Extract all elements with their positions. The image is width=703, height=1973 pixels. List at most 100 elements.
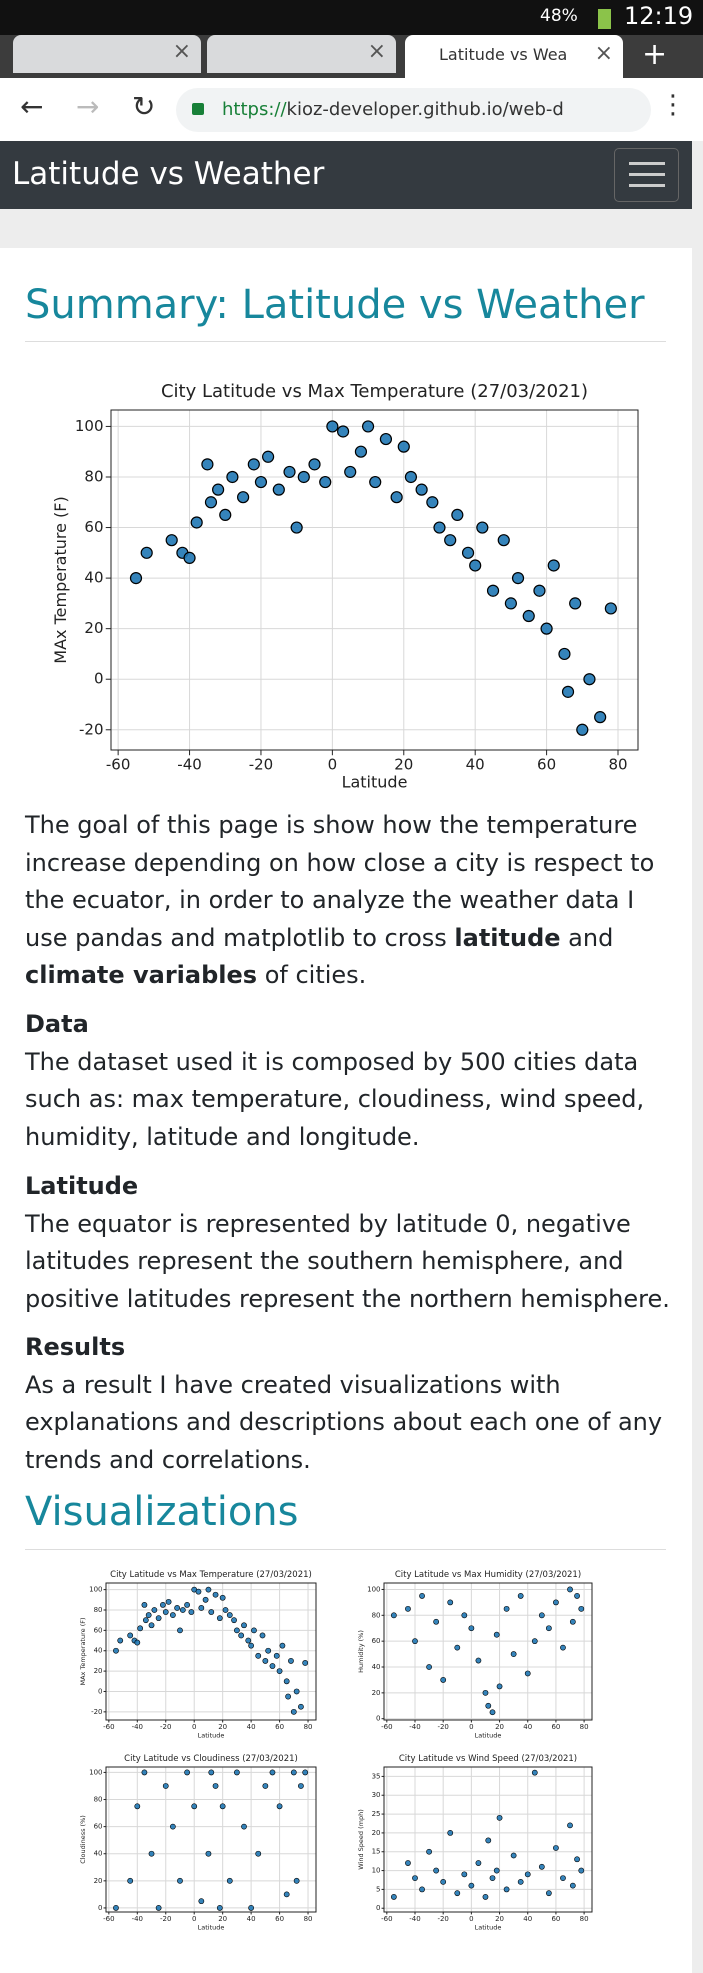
new-tab[interactable]: + — [642, 37, 668, 72]
x-tick-label: 0 — [328, 756, 338, 774]
y-tick-label: 0 — [94, 670, 104, 688]
point — [165, 1598, 172, 1605]
point — [219, 508, 232, 522]
url-host: kioz-developer.github.io/web-d — [286, 99, 564, 120]
point — [183, 551, 196, 564]
point — [412, 1638, 418, 1645]
y-tick-label: 80 — [84, 467, 103, 485]
point — [145, 1612, 152, 1618]
y-tick-label: -20 — [79, 720, 104, 738]
navbar: Latitude vs Weather — [0, 141, 692, 209]
point — [276, 1803, 283, 1810]
tab-strip: × × Latitude vs Wea × + — [0, 35, 703, 78]
point — [208, 1769, 215, 1776]
point — [216, 1905, 223, 1911]
y-tick-label: 100 — [367, 1585, 380, 1593]
active-tab[interactable]: Latitude vs Wea × — [405, 35, 623, 78]
x-tick-label: -20 — [437, 1723, 448, 1731]
x-tick-label: 60 — [275, 1915, 284, 1923]
point — [426, 496, 439, 509]
brand[interactable]: Latitude vs Weather — [12, 156, 325, 192]
x-tick-label: 40 — [523, 1723, 532, 1731]
point — [212, 1591, 219, 1598]
y-tick-label: 20 — [94, 1877, 103, 1885]
tab[interactable]: × — [207, 35, 396, 73]
point — [205, 1850, 212, 1857]
point — [290, 1708, 297, 1715]
x-tick-label: -40 — [132, 1723, 143, 1731]
y-axis-label: MAx Temperature (F) — [51, 496, 70, 663]
hamburger[interactable] — [614, 148, 679, 202]
tab[interactable]: × — [13, 35, 201, 73]
point — [179, 1607, 186, 1613]
side-gap — [692, 141, 703, 1973]
point — [574, 1856, 580, 1863]
y-tick-label: 15 — [372, 1848, 381, 1856]
point — [241, 1823, 247, 1830]
point — [262, 1783, 269, 1789]
point — [113, 1905, 119, 1911]
point — [503, 1886, 510, 1893]
point — [485, 1837, 492, 1844]
point — [302, 1769, 309, 1776]
y-tick-label: 40 — [94, 1850, 103, 1858]
back[interactable]: ← — [20, 90, 44, 123]
point — [469, 559, 482, 572]
y-axis-label: Cloudiness (%) — [79, 1815, 87, 1864]
intro-part: latitude — [454, 923, 561, 952]
url-scheme: https:// — [222, 99, 287, 120]
forward[interactable]: → — [76, 90, 100, 123]
point — [248, 1905, 255, 1911]
point — [290, 1769, 297, 1776]
y-tick-label: 100 — [89, 1586, 102, 1594]
y-tick-label: 80 — [372, 1611, 381, 1619]
point — [208, 1609, 215, 1615]
chart-title: City Latitude vs Max Temperature (27/03/… — [161, 381, 588, 402]
point — [117, 1637, 124, 1644]
plot-frame — [383, 1766, 593, 1913]
y-tick-label: 25 — [372, 1810, 381, 1818]
x-tick-label: 0 — [469, 1915, 473, 1923]
point — [538, 1863, 545, 1870]
intro-part: climate variables — [25, 961, 258, 990]
point — [293, 1688, 300, 1695]
point — [204, 496, 218, 509]
intro-part: The goal of this page is show how the te… — [25, 811, 655, 952]
battery: 48% — [540, 6, 578, 26]
y-tick-label: 80 — [94, 1796, 103, 1804]
point — [405, 1860, 411, 1866]
address-bar[interactable]: https://kioz-developer.github.io/web-d — [176, 88, 651, 132]
point — [262, 1658, 269, 1664]
y-tick-label: 20 — [84, 619, 103, 637]
y-tick-label: 20 — [372, 1829, 381, 1837]
menu[interactable]: ⋮ — [660, 90, 686, 120]
reload[interactable]: ↻ — [132, 90, 156, 123]
point — [251, 1627, 257, 1634]
y-axis-label: MAx Temperature (F) — [79, 1617, 87, 1685]
point — [524, 1871, 531, 1878]
point — [444, 534, 457, 547]
x-tick-label: -20 — [160, 1723, 171, 1731]
point — [390, 1894, 397, 1900]
y-tick-label: 40 — [94, 1647, 103, 1655]
point — [545, 1890, 552, 1897]
y-axis-label: Humidity (%) — [357, 1630, 365, 1673]
point — [238, 1632, 245, 1639]
point — [604, 602, 617, 615]
point — [390, 491, 403, 504]
plot-frame — [105, 1766, 317, 1913]
point — [177, 1877, 183, 1884]
point — [578, 1867, 585, 1874]
divider — [25, 1549, 666, 1550]
point — [447, 1599, 454, 1606]
y-tick-label: 0 — [98, 1687, 102, 1695]
x-tick-label: -60 — [103, 1723, 114, 1731]
point — [538, 1612, 545, 1619]
y-tick-label: 20 — [372, 1689, 381, 1697]
section-heading: Results — [25, 1333, 126, 1361]
point — [245, 1637, 252, 1644]
point — [433, 1867, 440, 1874]
point — [129, 572, 143, 585]
x-tick-label: 20 — [394, 756, 413, 774]
point — [361, 420, 375, 433]
